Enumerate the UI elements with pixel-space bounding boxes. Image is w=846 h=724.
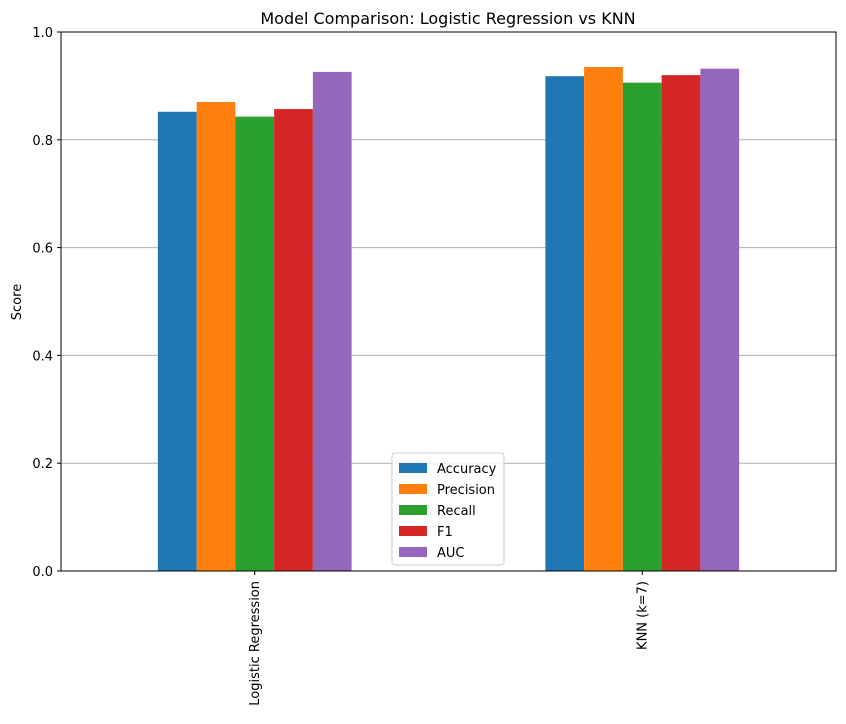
legend-label: AUC [437,546,465,561]
bar-f1 [661,75,701,572]
legend-swatch [399,526,427,536]
y-axis: 0.0 0.2 0.4 0.6 0.8 1.0 [32,26,61,580]
legend-label: F1 [437,525,453,540]
legend-swatch [399,505,427,515]
plot-area-frame [60,31,837,572]
y-tick-label: 0.2 [32,457,53,472]
x-tick-label: KNN (k=7) [635,581,650,650]
chart-title: Model Comparison: Logistic Regression vs… [260,9,635,28]
bar-auc [700,68,740,571]
y-tick-label: 0.4 [32,349,53,364]
bar-f1 [274,109,313,572]
y-tick-label: 0.0 [32,565,53,580]
bar-accuracy [157,111,197,571]
legend-swatch [399,463,427,473]
legend-label: Precision [437,483,495,498]
x-axis: Logistic Regression KNN (k=7) [248,571,650,706]
bar-auc [312,71,352,572]
y-axis-label: Score [10,284,25,320]
legend-swatch [399,547,427,557]
bar-recall [622,82,662,571]
bar-accuracy [545,76,585,571]
bars [157,67,740,572]
bar-recall [235,116,275,572]
legend-frame [391,452,505,566]
y-tick-label: 0.6 [32,242,53,257]
legend-label: Recall [437,504,476,519]
legend: Accuracy Precision Recall F1 AUC [391,452,505,566]
y-tick-label: 1.0 [32,26,53,41]
bar-precision [584,67,623,571]
x-tick-label: Logistic Regression [248,581,263,706]
y-tick-label: 0.8 [32,134,53,149]
legend-swatch [399,484,427,494]
legend-label: Accuracy [437,462,497,477]
bar-precision [196,102,236,571]
